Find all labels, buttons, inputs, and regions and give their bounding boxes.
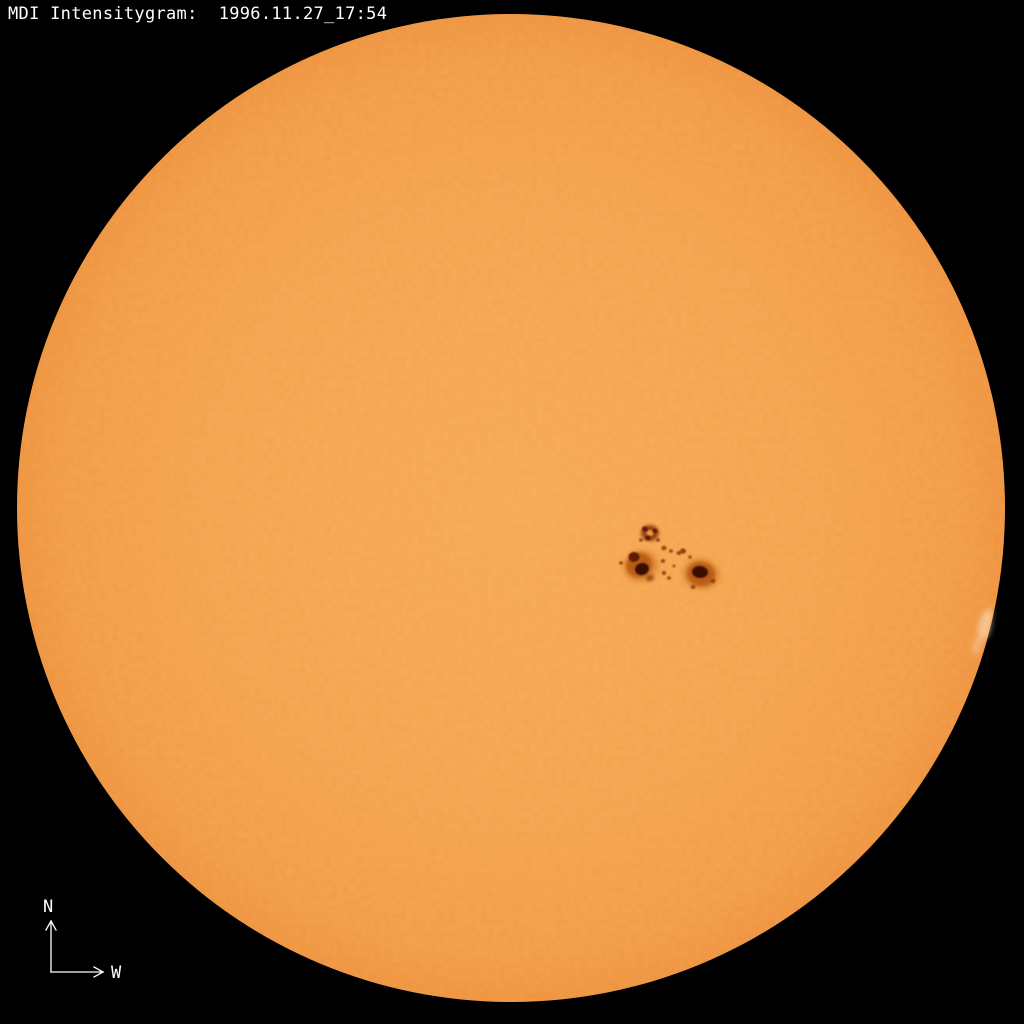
- pore: [656, 538, 660, 542]
- pore: [669, 549, 673, 553]
- image-title: MDI Intensitygram: 1996.11.27_17:54: [8, 4, 388, 24]
- sun-granulation-texture: [17, 14, 1005, 1002]
- compass: N W: [43, 897, 122, 983]
- ring-cluster-core-ne: [652, 528, 658, 534]
- compass-west-label: W: [111, 963, 122, 983]
- ring-cluster-core-s: [645, 535, 651, 541]
- faculae-patch: [986, 606, 994, 618]
- compass-north-label: N: [43, 897, 53, 917]
- pore: [680, 548, 686, 554]
- pore: [690, 585, 696, 589]
- faculae-patch: [972, 637, 982, 655]
- left-spot-tail: [646, 574, 654, 582]
- pore: [639, 538, 643, 542]
- faculae-group: [972, 606, 994, 655]
- left-spot-umbra-upper: [628, 552, 640, 562]
- ring-cluster-core-nw: [642, 526, 648, 532]
- ring-cluster-light-center: [646, 530, 654, 536]
- pore: [672, 564, 676, 568]
- pore: [660, 559, 666, 563]
- right-spot-umbra: [692, 565, 708, 579]
- pore: [688, 555, 692, 559]
- pore: [667, 576, 671, 580]
- pore: [661, 545, 667, 551]
- faculae-patch: [977, 611, 993, 641]
- sunspot-group: [619, 525, 719, 590]
- compass-north-arrowhead: [45, 919, 57, 931]
- pore: [661, 571, 667, 575]
- pore: [676, 551, 682, 555]
- pore: [619, 561, 623, 565]
- left-spot-umbra-main: [635, 562, 649, 576]
- compass-west-arrowhead: [93, 966, 105, 978]
- pore: [710, 578, 716, 584]
